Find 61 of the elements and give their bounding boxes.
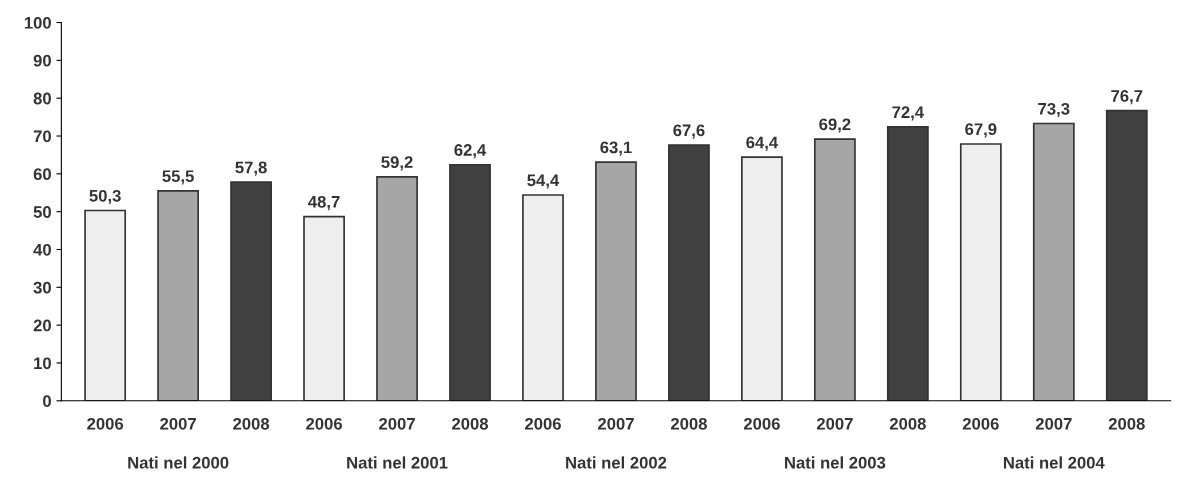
x-tick-label: 2006 [306, 417, 342, 430]
bar [522, 194, 564, 401]
data-label: 57,8 [235, 161, 267, 176]
bar [1032, 122, 1075, 401]
x-tick-label: 2007 [1035, 417, 1072, 430]
text: Nati nel 2002 [566, 456, 667, 469]
bar [668, 144, 710, 401]
bar [741, 156, 783, 401]
bar [449, 163, 491, 401]
data-label: 48,7 [308, 195, 340, 211]
x-tick-label: 2008 [452, 417, 489, 430]
text: Nati nel 2003 [785, 456, 886, 469]
y-tick-label: 60 [33, 168, 51, 181]
y-tick-label: 90 [33, 54, 51, 67]
x-tick-label: 2006 [743, 417, 780, 430]
y-tick-label: 0 [43, 395, 51, 407]
bar [959, 143, 1002, 401]
bar [813, 138, 856, 401]
y-tick-label: 70 [33, 130, 51, 143]
y-tick-label: 20 [33, 319, 51, 332]
x-tick-label: 2008 [233, 417, 270, 430]
data-label: 73,3 [1038, 102, 1070, 118]
bar [1105, 109, 1148, 401]
x-tick-label: 2007 [598, 417, 634, 430]
x-tick-label: 2007 [160, 417, 196, 430]
bar [230, 181, 272, 401]
x-tick-label: 2006 [962, 417, 999, 430]
x-tick-label: 2008 [1108, 417, 1145, 430]
y-tick-label: 10 [34, 357, 51, 370]
text: Nati nel 2001 [347, 456, 448, 469]
bar [376, 176, 418, 401]
y-tick-label: 30 [33, 281, 51, 294]
x-tick-label: 2007 [379, 417, 415, 430]
y-tick-label: 100 [24, 16, 51, 29]
text: Nati nel 2004 [1003, 456, 1105, 469]
x-tick-label: 2008 [670, 417, 707, 430]
data-label: 72,4 [892, 106, 924, 121]
data-label: 63,1 [600, 141, 632, 156]
data-label: 50,3 [89, 189, 121, 205]
y-tick-label: 80 [33, 92, 51, 105]
data-label: 67,6 [673, 124, 705, 139]
y-tick-label: 50 [33, 206, 51, 218]
bar [157, 190, 200, 401]
data-label: 69,2 [819, 118, 851, 133]
text: Nati nel 2000 [128, 456, 229, 469]
data-label: 76,7 [1111, 90, 1143, 105]
x-tick-label: 2007 [816, 417, 853, 430]
x-tick-label: 2008 [889, 417, 926, 430]
data-label: 59,2 [381, 156, 413, 171]
data-label: 64,4 [746, 136, 779, 151]
bar [886, 126, 929, 401]
y-tick-label: 40 [33, 243, 51, 256]
bar [595, 161, 637, 401]
bar [303, 215, 345, 401]
x-tick-label: 2006 [87, 417, 124, 430]
x-tick-label: 2006 [525, 417, 561, 430]
data-label: 67,9 [965, 123, 997, 138]
data-label: 54,4 [527, 174, 560, 189]
bar [84, 209, 127, 401]
data-label: 62,4 [454, 144, 487, 159]
data-label: 55,5 [162, 170, 194, 185]
